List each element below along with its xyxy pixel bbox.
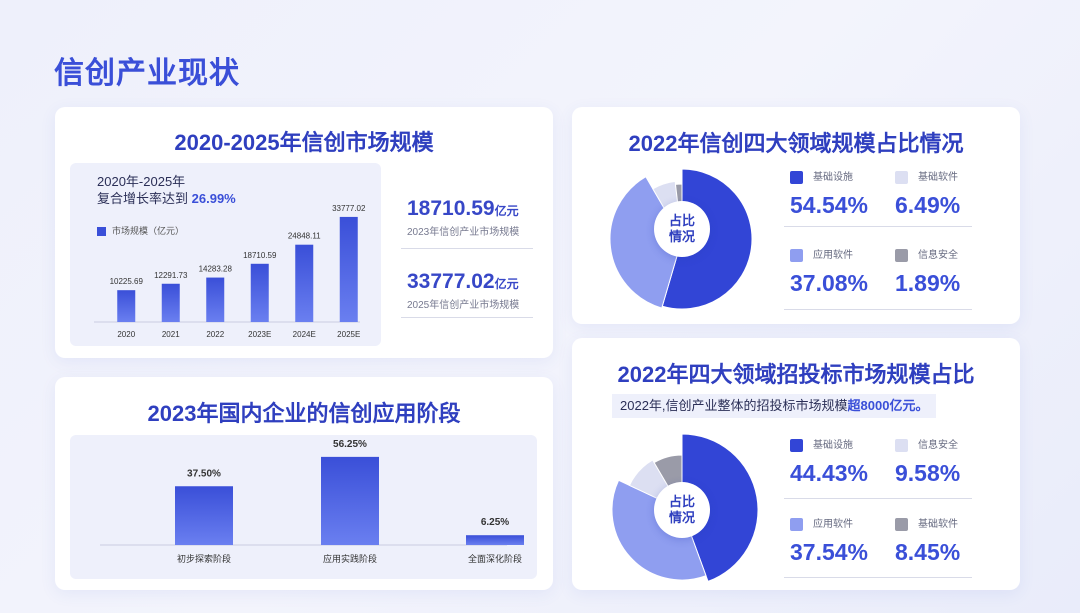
market-bar-2023E [250,263,269,322]
share1-app-swatch [790,248,803,262]
share1-item-basesw: 基础软件 6.49% [895,170,961,218]
stages-title: 2023年国内企业的信创应用阶段 [147,401,461,426]
market-bar-2025E [339,216,358,322]
share1-infra-swatch [790,170,803,184]
share1-security-swatch [895,248,908,262]
market-tick-2025E: 2025E [337,330,360,339]
market-bar-chart: 10225.69 2020 12291.73 2021 14283.28 2022 1871… [94,204,366,339]
stat-2023-label: 2023年信创产业市场规模 [407,227,520,238]
stat-2025: 33777.02亿元 2025年信创产业市场规模 [407,270,519,311]
stages-value-label-2: 6.25% [481,517,509,528]
cagr-text: 2020年-2025年 复合增长率达到 26.99% [97,173,236,207]
stages-bar-1 [321,456,379,545]
bidding-note-highlight: 超8000亿元。 [847,398,929,413]
share1-item-app: 应用软件 37.08% [790,248,869,296]
stat-2023: 18710.59亿元 2023年信创产业市场规模 [407,197,519,238]
stages-chart-panel: 37.50% 初步探索阶段 56.25% 应用实践阶段 6.25% 全面深化阶段 [70,435,537,579]
pie2-slice-1 [611,479,707,581]
market-value-label-2020: 10225.69 [110,277,144,286]
share2-app-value: 37.54% [790,538,869,565]
market-chart-panel: 2020年-2025年 复合增长率达到 26.99% 市场规模（亿元） 1022… [70,163,381,346]
market-value-label-2022: 14283.28 [199,265,233,274]
share1-security-value: 1.89% [895,269,961,296]
pie2-slice-0 [681,433,759,583]
market-legend-swatch [97,227,106,237]
stat-2025-value: 33777.02 [407,270,495,293]
stat-2025-unit: 亿元 [494,277,519,291]
market-size-title: 2020-2025年信创市场规模 [174,130,434,155]
bidding-share-card: 2022年四大领域招投标市场规模占比 2022年,信创产业整体的招投标市场规模超… [572,338,1020,590]
share1-app-value: 37.08% [790,269,869,296]
share1-item-security: 信息安全 1.89% [895,248,961,296]
stat-divider-1 [401,248,533,249]
stages-tick-1: 应用实践阶段 [323,553,377,564]
market-bar-2022 [206,277,225,322]
market-tick-2024E: 2024E [293,330,316,339]
market-value-label-2021: 12291.73 [154,271,188,280]
share2-divider-1 [784,498,972,499]
share1-divider-1 [784,226,972,227]
market-tick-2022: 2022 [206,330,224,339]
share2-app-swatch [790,517,803,531]
stages-card: 2023年国内企业的信创应用阶段 37.50% 初步探索阶段 56.25% 应用实践阶… [55,377,553,590]
stages-bar-0 [175,486,233,545]
share2-infra-swatch [790,438,803,452]
share2-divider-2 [784,577,972,578]
pie1-center-label: 占比 情况 [654,201,710,257]
stages-tick-0: 初步探索阶段 [177,553,231,564]
share2-item-app: 应用软件 37.54% [790,517,869,565]
market-legend-label: 市场规模（亿元） [112,226,185,236]
market-value-label-2024E: 24848.11 [288,232,321,241]
market-bar-2024E [295,244,314,322]
market-legend: 市场规模（亿元） [97,224,184,237]
market-size-card: 2020-2025年信创市场规模 2020年-2025年 复合增长率达到 26.… [55,107,553,358]
share1-basesw-swatch [895,170,908,184]
share1-divider-2 [784,309,972,310]
stages-value-label-0: 37.50% [187,468,221,479]
market-bar-2021 [161,283,180,322]
stat-2025-label: 2025年信创产业市场规模 [407,300,520,311]
market-bar-2020 [117,290,136,322]
share2-basesw-swatch [895,517,908,531]
stages-bar-chart: 37.50% 初步探索阶段 56.25% 应用实践阶段 6.25% 全面深化阶段 [100,439,524,564]
domain-share-card: 2022年信创四大领域规模占比情况 占比 情况 基础设施 54.54% 基础软件 … [572,107,1020,324]
bidding-share-title: 2022年四大领域招投标市场规模占比 [617,362,975,387]
pie2-center-label: 占比 情况 [654,482,710,538]
share2-item-security: 信息安全 9.58% [895,438,961,486]
share2-infra-value: 44.43% [790,459,869,486]
stat-2023-unit: 亿元 [494,204,519,218]
stages-value-label-1: 56.25% [333,439,367,450]
stat-divider-2 [401,317,533,318]
stat-2023-value: 18710.59 [407,197,495,220]
share2-security-value: 9.58% [895,459,961,486]
domain-share-title: 2022年信创四大领域规模占比情况 [628,131,964,156]
market-tick-2021: 2021 [162,330,180,339]
share1-item-infra: 基础设施 54.54% [790,170,869,218]
share2-security-swatch [895,438,908,452]
market-value-label-2023E: 18710.59 [243,251,277,260]
cagr-line2: 复合增长率达到 26.99% [97,191,236,206]
stages-bar-2 [466,535,524,545]
cagr-line1: 2020年-2025年 [97,174,186,189]
page-title: 信创产业现状 [54,57,240,90]
share1-infra-value: 54.54% [790,191,869,218]
market-tick-2020: 2020 [117,330,135,339]
bidding-note: 2022年,信创产业整体的招投标市场规模超8000亿元。 [612,394,937,418]
stages-tick-2: 全面深化阶段 [468,553,522,564]
share1-basesw-value: 6.49% [895,191,961,218]
share2-basesw-value: 8.45% [895,538,961,565]
share2-item-infra: 基础设施 44.43% [790,438,869,486]
share2-item-basesw: 基础软件 8.45% [895,517,961,565]
market-value-label-2025E: 33777.02 [332,204,366,213]
market-tick-2023E: 2023E [248,330,271,339]
cagr-value: 26.99% [191,191,236,206]
